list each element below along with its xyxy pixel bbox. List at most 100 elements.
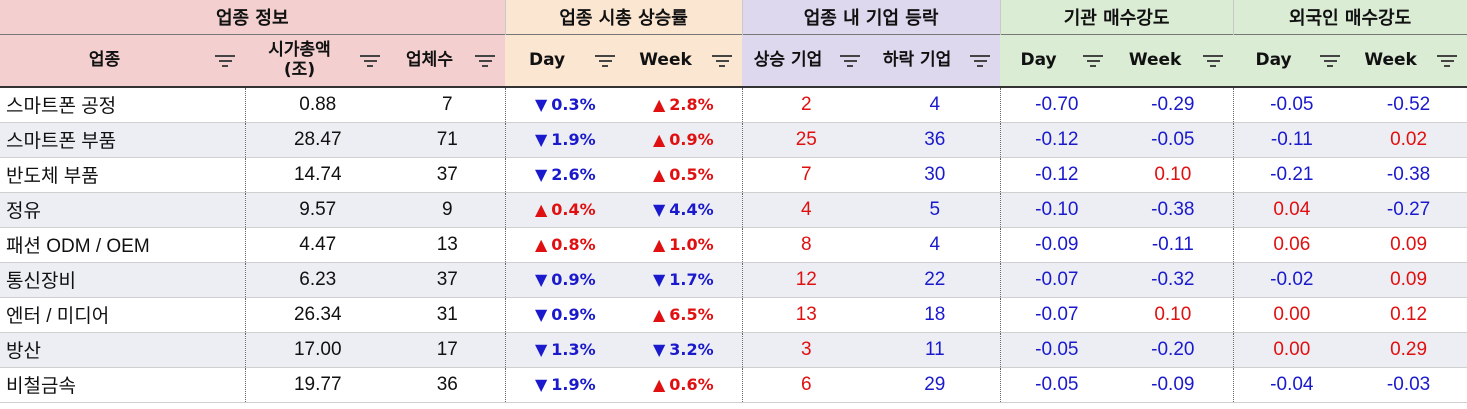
triangle-up-icon: ▲ <box>652 235 666 254</box>
triangle-down-icon: ▼ <box>534 95 548 115</box>
falling-companies: 29 <box>870 367 1001 403</box>
institution-strength-day: -0.10 <box>1000 192 1114 228</box>
sector-name: 스마트폰 부품 <box>0 122 246 158</box>
sector-name: 반도체 부품 <box>0 157 246 193</box>
table-row: 방산 17.00 17 ▼ 1.3% ▼ 3.2% 3 11 -0.05 -0.20 0.00 0.29 <box>0 332 1467 368</box>
column-header-sector[interactable]: 업종 <box>0 33 245 88</box>
institution-strength-week: -0.11 <box>1113 227 1234 263</box>
change-value: 1.9% <box>551 130 596 149</box>
triangle-up-icon: ▲ <box>534 235 548 254</box>
institution-strength-day: -0.05 <box>1000 332 1114 368</box>
column-header-rise[interactable]: 상승 기업 <box>742 33 871 88</box>
institution-strength-week: 0.10 <box>1113 157 1234 193</box>
company-count: 7 <box>390 87 506 123</box>
market-cap: 17.00 <box>245 332 390 368</box>
table-row: 정유 9.57 9 ▲ 0.4% ▼ 4.4% 4 5 -0.10 -0.38 0.04 -0.27 <box>0 192 1467 228</box>
mcap-change-week: ▲ 2.8% <box>625 87 743 123</box>
filter-icon[interactable] <box>840 54 861 69</box>
company-count: 9 <box>390 192 506 228</box>
sector-name: 엔터 / 미디어 <box>0 297 246 333</box>
column-header-mcap-week[interactable]: Week <box>625 33 743 88</box>
institution-strength-week: 0.10 <box>1113 297 1234 333</box>
filter-icon[interactable] <box>970 54 991 69</box>
table-row: 반도체 부품 14.74 37 ▼ 2.6% ▲ 0.5% 7 30 -0.12 0.10 -0.21… <box>0 157 1467 193</box>
column-header-mcap[interactable]: 시가총액 (조) <box>245 33 390 88</box>
column-label: Week <box>1128 50 1182 71</box>
triangle-down-icon: ▼ <box>652 340 666 359</box>
foreign-strength-week: 0.09 <box>1350 262 1467 298</box>
filter-icon[interactable] <box>1437 54 1458 69</box>
change-value: 1.9% <box>551 375 596 394</box>
filter-icon[interactable] <box>1320 54 1341 69</box>
table-row: 비철금속 19.77 36 ▼ 1.9% ▲ 0.6% 6 29 -0.05 -0.09 -0.04-… <box>0 367 1467 403</box>
rising-companies: 7 <box>742 157 871 193</box>
table-row: 스마트폰 부품 28.47 71 ▼ 1.9% ▲ 0.9% 25 36 -0.12 -0.05 -0… <box>0 122 1467 158</box>
market-cap: 28.47 <box>245 122 390 158</box>
filter-icon[interactable] <box>1203 54 1224 69</box>
triangle-up-icon: ▲ <box>652 95 666 115</box>
triangle-up-icon: ▲ <box>652 130 666 149</box>
foreign-strength-day: 0.06 <box>1233 227 1351 263</box>
column-header-count[interactable]: 업체수 <box>390 33 506 88</box>
triangle-down-icon: ▼ <box>534 270 548 289</box>
change-value: 6.5% <box>669 305 714 324</box>
filter-icon[interactable] <box>1083 54 1104 69</box>
company-count: 37 <box>390 262 506 298</box>
triangle-up-icon: ▲ <box>652 375 666 394</box>
falling-companies: 18 <box>870 297 1001 333</box>
mcap-change-week: ▼ 3.2% <box>625 332 743 368</box>
column-header-foreign-week[interactable]: Week <box>1350 33 1467 88</box>
filter-icon[interactable] <box>215 54 235 69</box>
change-value: 0.5% <box>669 165 714 184</box>
sector-name: 패션 ODM / OEM <box>0 227 246 263</box>
triangle-down-icon: ▼ <box>652 270 666 289</box>
filter-icon[interactable] <box>360 54 380 69</box>
mcap-change-day: ▼ 0.9% <box>505 297 626 333</box>
table-row: 엔터 / 미디어 26.34 31 ▼ 0.9% ▲ 6.5% 13 18 -0.07 0.10 0.… <box>0 297 1467 333</box>
foreign-strength-day: 0.04 <box>1233 192 1351 228</box>
institution-strength-day: -0.07 <box>1000 262 1114 298</box>
group-header-sector-info: 업종 정보 <box>0 0 506 34</box>
mcap-change-day: ▲ 0.8% <box>505 227 626 263</box>
column-label: 업체수 <box>406 50 453 71</box>
mcap-change-week: ▲ 0.6% <box>625 367 743 403</box>
table-row: 통신장비 6.23 37 ▼ 0.9% ▼ 1.7% 12 22 -0.07 -0.32 -0.02 0… <box>0 262 1467 298</box>
company-count: 37 <box>390 157 506 193</box>
company-count: 17 <box>390 332 506 368</box>
change-value: 1.0% <box>669 235 714 254</box>
foreign-strength-day: -0.04 <box>1233 367 1351 403</box>
column-header-foreign-day[interactable]: Day <box>1233 33 1351 88</box>
column-header-mcap-day[interactable]: Day <box>505 33 626 88</box>
column-label: Week <box>1364 50 1417 71</box>
institution-strength-week: -0.20 <box>1113 332 1234 368</box>
filter-icon[interactable] <box>595 54 616 69</box>
column-header-row: 업종 시가총액 (조) 업체수 Day Week 상승 기업 <box>0 33 1467 88</box>
column-header-fall[interactable]: 하락 기업 <box>870 33 1001 88</box>
market-cap: 6.23 <box>245 262 390 298</box>
column-label: Day <box>1255 50 1292 71</box>
foreign-strength-week: 0.02 <box>1350 122 1467 158</box>
column-header-inst-week[interactable]: Week <box>1113 33 1234 88</box>
column-label: 시가총액 (조) <box>268 40 331 81</box>
falling-companies: 5 <box>870 192 1001 228</box>
mcap-change-day: ▲ 0.4% <box>505 192 626 228</box>
mcap-change-week: ▲ 6.5% <box>625 297 743 333</box>
rising-companies: 25 <box>742 122 871 158</box>
foreign-strength-day: -0.02 <box>1233 262 1351 298</box>
triangle-down-icon: ▼ <box>534 375 548 394</box>
falling-companies: 22 <box>870 262 1001 298</box>
foreign-strength-week: 0.09 <box>1350 227 1467 263</box>
column-label: 하락 기업 <box>882 50 952 71</box>
institution-strength-week: -0.32 <box>1113 262 1234 298</box>
filter-icon[interactable] <box>712 54 733 69</box>
column-header-inst-day[interactable]: Day <box>1000 33 1114 88</box>
mcap-change-day: ▼ 0.9% <box>505 262 626 298</box>
rising-companies: 6 <box>742 367 871 403</box>
institution-strength-week: -0.38 <box>1113 192 1234 228</box>
foreign-strength-week: -0.03 <box>1350 367 1467 403</box>
filter-icon[interactable] <box>475 54 496 69</box>
triangle-down-icon: ▼ <box>534 165 548 184</box>
rising-companies: 2 <box>742 87 871 123</box>
change-value: 0.8% <box>551 235 596 254</box>
